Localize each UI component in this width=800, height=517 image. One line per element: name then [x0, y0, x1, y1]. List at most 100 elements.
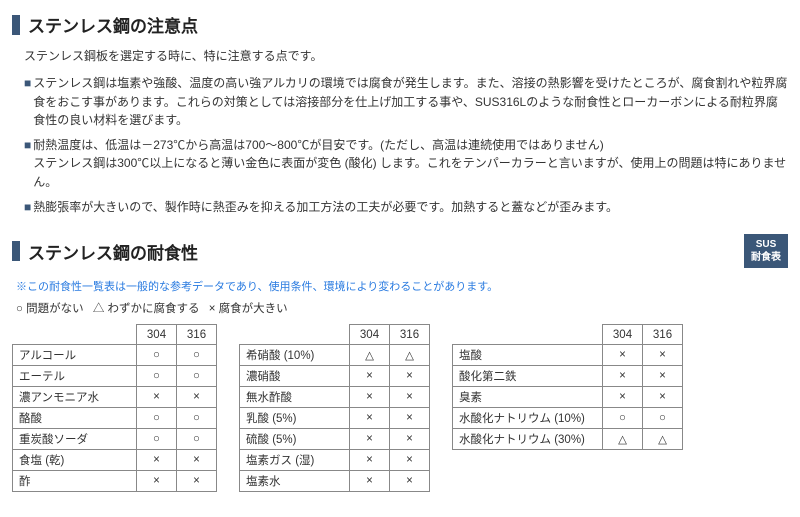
cell-316: ×: [643, 345, 683, 366]
bullet-1: ■ ステンレス鋼は塩素や強酸、温度の高い強アルカリの環境では腐食が発生します。ま…: [24, 74, 788, 130]
table-row: 食塩 (乾)××: [13, 450, 217, 471]
corrosion-table-1: 304 316 アルコール○○ エーテル○○ 濃アンモニア水×× 酪酸○○ 重炭…: [12, 324, 217, 492]
cell-304: ○: [603, 408, 643, 429]
row-name: 酸化第二鉄: [453, 366, 603, 387]
table-row: 酪酸○○: [13, 408, 217, 429]
cell-304: ○: [137, 408, 177, 429]
bullet-text: 熱膨張率が大きいので、製作時に熱歪みを抑える加工方法の工夫が必要です。加熱すると…: [33, 198, 788, 217]
sus-badge: SUS 耐食表: [744, 234, 788, 268]
cell-304: ×: [603, 366, 643, 387]
cell-304: ×: [350, 429, 390, 450]
cell-304: ×: [603, 345, 643, 366]
table-row: 水酸化ナトリウム (30%)△△: [453, 429, 683, 450]
legend: ○ 問題がない △ わずかに腐食する × 腐食が大きい: [16, 300, 788, 316]
cell-304: ○: [137, 366, 177, 387]
cell-304: ×: [137, 471, 177, 492]
row-name: 無水酢酸: [240, 387, 350, 408]
cell-316: ×: [643, 366, 683, 387]
cell-316: ○: [177, 345, 217, 366]
corrosion-table-2: 304 316 希硝酸 (10%)△△ 濃硝酸×× 無水酢酸×× 乳酸 (5%)…: [239, 324, 430, 492]
cell-316: △: [643, 429, 683, 450]
row-name: 濃硝酸: [240, 366, 350, 387]
cell-316: ×: [390, 366, 430, 387]
table-row: 酢××: [13, 471, 217, 492]
table-row: 無水酢酸××: [240, 387, 430, 408]
cell-316: ×: [390, 408, 430, 429]
cell-316: ×: [177, 387, 217, 408]
cell-304: ×: [350, 408, 390, 429]
section-title-text: ステンレス鋼の注意点: [28, 12, 198, 37]
row-name: 酢: [13, 471, 137, 492]
badge-line1: SUS: [750, 238, 782, 251]
col-316: 316: [643, 325, 683, 345]
table-spacer: [453, 325, 603, 345]
cell-316: ×: [177, 471, 217, 492]
table-row: アルコール○○: [13, 345, 217, 366]
col-304: 304: [350, 325, 390, 345]
row-name: 塩素ガス (湿): [240, 450, 350, 471]
row-name: アルコール: [13, 345, 137, 366]
cell-304: ○: [137, 345, 177, 366]
bullet-text: 耐熱温度は、低温は－273℃から高温は700～800℃が目安です。(ただし、高温…: [33, 136, 788, 192]
section-title-caution: ステンレス鋼の注意点: [12, 12, 788, 37]
intro-text: ステンレス鋼板を選定する時に、特に注意する点です。: [24, 47, 788, 64]
disclaimer-note: ※この耐食性一覧表は一般的な参考データであり、使用条件、環境により変わることがあ…: [16, 278, 788, 294]
row-name: 希硝酸 (10%): [240, 345, 350, 366]
corrosion-table-3: 304 316 塩酸×× 酸化第二鉄×× 臭素×× 水酸化ナトリウム (10%)…: [452, 324, 683, 450]
section-bar: [12, 241, 20, 261]
legend-x: × 腐食が大きい: [209, 303, 288, 315]
tables-container: 304 316 アルコール○○ エーテル○○ 濃アンモニア水×× 酪酸○○ 重炭…: [12, 324, 788, 492]
cell-316: ○: [177, 429, 217, 450]
row-name: 塩素水: [240, 471, 350, 492]
cell-316: ×: [177, 450, 217, 471]
table-row: 酸化第二鉄××: [453, 366, 683, 387]
cell-304: ×: [603, 387, 643, 408]
row-name: 臭素: [453, 387, 603, 408]
table-row: 塩酸××: [453, 345, 683, 366]
legend-ok: ○ 問題がない: [16, 303, 84, 315]
section-title-text: ステンレス鋼の耐食性: [28, 239, 198, 264]
col-304: 304: [137, 325, 177, 345]
table-row: 濃硝酸××: [240, 366, 430, 387]
cell-304: ×: [350, 471, 390, 492]
table-row: 希硝酸 (10%)△△: [240, 345, 430, 366]
cell-304: ×: [137, 387, 177, 408]
cell-316: ○: [177, 408, 217, 429]
row-name: 濃アンモニア水: [13, 387, 137, 408]
cell-316: ○: [177, 366, 217, 387]
legend-tri: △ わずかに腐食する: [93, 303, 200, 315]
cell-304: ×: [350, 366, 390, 387]
row-name: 酪酸: [13, 408, 137, 429]
row-name: エーテル: [13, 366, 137, 387]
cell-316: ×: [390, 450, 430, 471]
cell-304: △: [350, 345, 390, 366]
cell-304: ○: [137, 429, 177, 450]
table-row: エーテル○○: [13, 366, 217, 387]
table-row: 濃アンモニア水××: [13, 387, 217, 408]
cell-316: ×: [390, 429, 430, 450]
cell-316: ○: [643, 408, 683, 429]
table-row: 臭素××: [453, 387, 683, 408]
cell-316: ×: [390, 471, 430, 492]
row-name: 水酸化ナトリウム (30%): [453, 429, 603, 450]
cell-304: ×: [350, 450, 390, 471]
cell-316: ×: [643, 387, 683, 408]
section-title-corrosion: ステンレス鋼の耐食性: [12, 239, 198, 264]
cell-316: ×: [390, 387, 430, 408]
row-name: 乳酸 (5%): [240, 408, 350, 429]
table-row: 重炭酸ソーダ○○: [13, 429, 217, 450]
cell-304: ×: [137, 450, 177, 471]
bullet-mark: ■: [24, 74, 31, 130]
bullet-2: ■ 耐熱温度は、低温は－273℃から高温は700～800℃が目安です。(ただし、…: [24, 136, 788, 192]
bullet-mark: ■: [24, 198, 31, 217]
badge-line2: 耐食表: [750, 251, 782, 264]
col-316: 316: [177, 325, 217, 345]
col-316: 316: [390, 325, 430, 345]
col-304: 304: [603, 325, 643, 345]
row-name: 水酸化ナトリウム (10%): [453, 408, 603, 429]
table-row: 乳酸 (5%)××: [240, 408, 430, 429]
section-bar: [12, 15, 20, 35]
table-row: 水酸化ナトリウム (10%)○○: [453, 408, 683, 429]
table-spacer: [240, 325, 350, 345]
row-name: 食塩 (乾): [13, 450, 137, 471]
